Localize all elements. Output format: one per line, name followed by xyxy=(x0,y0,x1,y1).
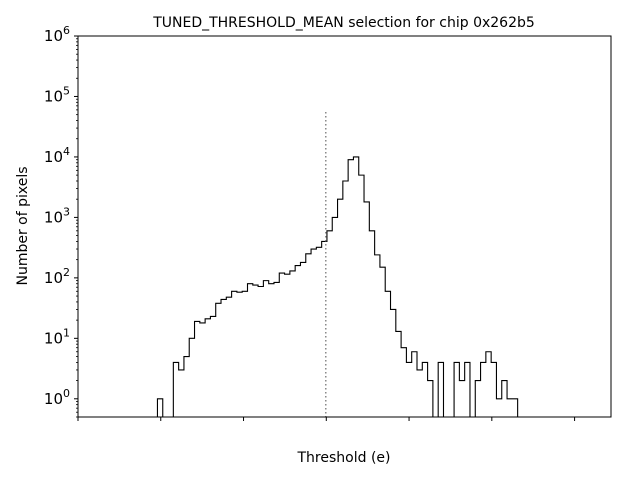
histogram-bin xyxy=(406,362,411,417)
histogram-bin xyxy=(189,338,194,417)
chart-title: TUNED_THRESHOLD_MEAN selection for chip … xyxy=(152,15,535,31)
y-axis-label: Number of pixels xyxy=(15,166,31,285)
y-tick-base: 10 xyxy=(44,269,63,287)
histogram-bin xyxy=(385,291,390,417)
y-tick-base: 10 xyxy=(44,87,63,105)
y-tick-label: 100 xyxy=(44,387,70,408)
histogram-bin xyxy=(242,291,247,417)
histogram-bin xyxy=(465,362,470,417)
y-tick-base: 10 xyxy=(44,27,63,45)
histogram-bin xyxy=(391,309,396,417)
histogram-bin xyxy=(364,202,369,417)
histogram-bin xyxy=(300,262,305,417)
histogram-bin xyxy=(348,160,353,417)
histogram-bin xyxy=(210,316,215,417)
histogram-bin xyxy=(221,299,226,417)
histogram-bin xyxy=(316,247,321,417)
histogram-bin xyxy=(263,281,268,417)
histogram-bin xyxy=(253,285,258,417)
y-tick-label: 105 xyxy=(44,84,70,105)
histogram-bin xyxy=(359,175,364,417)
y-tick-label: 106 xyxy=(44,24,70,45)
histogram-bin xyxy=(491,362,496,417)
histogram-bin xyxy=(353,157,358,417)
histogram-bin xyxy=(184,357,189,417)
histogram-bin xyxy=(237,292,242,417)
histogram-bin xyxy=(512,399,517,417)
histogram-bin xyxy=(375,255,380,417)
histogram-bin xyxy=(459,381,464,417)
histogram-bin xyxy=(369,231,374,417)
histogram-bin xyxy=(290,271,295,417)
histogram-bin xyxy=(279,273,284,417)
histogram-bin xyxy=(200,323,205,417)
histogram-bin xyxy=(475,381,480,417)
histogram-bin xyxy=(327,231,332,417)
y-tick-label: 102 xyxy=(44,266,70,287)
histogram-bin xyxy=(285,274,290,417)
histogram-bin xyxy=(396,331,401,417)
histogram-bin xyxy=(216,303,221,417)
histogram-bin xyxy=(205,319,210,417)
x-axis-label: Threshold (e) xyxy=(297,450,391,466)
histogram-bin xyxy=(454,362,459,417)
y-tick-exponent: 5 xyxy=(63,84,70,97)
histogram-bin xyxy=(496,399,501,417)
histogram-bin xyxy=(195,321,200,417)
histogram-bin xyxy=(417,370,422,417)
histogram-bin xyxy=(401,348,406,417)
histogram-bin xyxy=(295,266,300,417)
histogram-bin xyxy=(232,291,237,417)
histogram-bin xyxy=(157,399,162,417)
histogram-bin xyxy=(248,284,253,417)
histogram-bin xyxy=(343,181,348,417)
histogram-bin xyxy=(311,249,316,417)
histogram-bin xyxy=(438,362,443,417)
histogram-bin xyxy=(380,267,385,417)
histogram-bin xyxy=(486,352,491,417)
histogram-bin xyxy=(412,352,417,417)
y-tick-exponent: 3 xyxy=(63,205,70,218)
y-tick-exponent: 0 xyxy=(63,387,70,400)
y-tick-base: 10 xyxy=(44,390,63,408)
y-tick-label: 101 xyxy=(44,326,70,347)
histogram-bin xyxy=(428,381,433,417)
histogram-bin xyxy=(481,362,486,417)
y-tick-exponent: 4 xyxy=(63,145,70,158)
histogram-bin xyxy=(258,286,263,417)
y-tick-base: 10 xyxy=(44,148,63,166)
y-tick-exponent: 2 xyxy=(63,266,70,279)
histogram-bin xyxy=(338,199,343,417)
histogram-bin xyxy=(226,297,231,417)
histogram-bin xyxy=(422,362,427,417)
y-tick-base: 10 xyxy=(44,329,63,347)
histogram-bin xyxy=(502,381,507,417)
y-tick-label: 103 xyxy=(44,205,70,226)
histogram-bin xyxy=(306,254,311,417)
histogram-bin xyxy=(173,362,178,417)
y-tick-base: 10 xyxy=(44,208,63,226)
histogram-bin xyxy=(274,282,279,417)
histogram-bin xyxy=(269,284,274,417)
histogram-bin xyxy=(507,399,512,417)
y-tick-exponent: 6 xyxy=(63,24,70,37)
histogram-series xyxy=(156,156,519,417)
histogram-bin xyxy=(332,217,337,417)
y-tick-exponent: 1 xyxy=(63,326,70,339)
histogram-bin xyxy=(179,370,184,417)
y-tick-label: 104 xyxy=(44,145,70,166)
plot-area xyxy=(156,112,519,417)
